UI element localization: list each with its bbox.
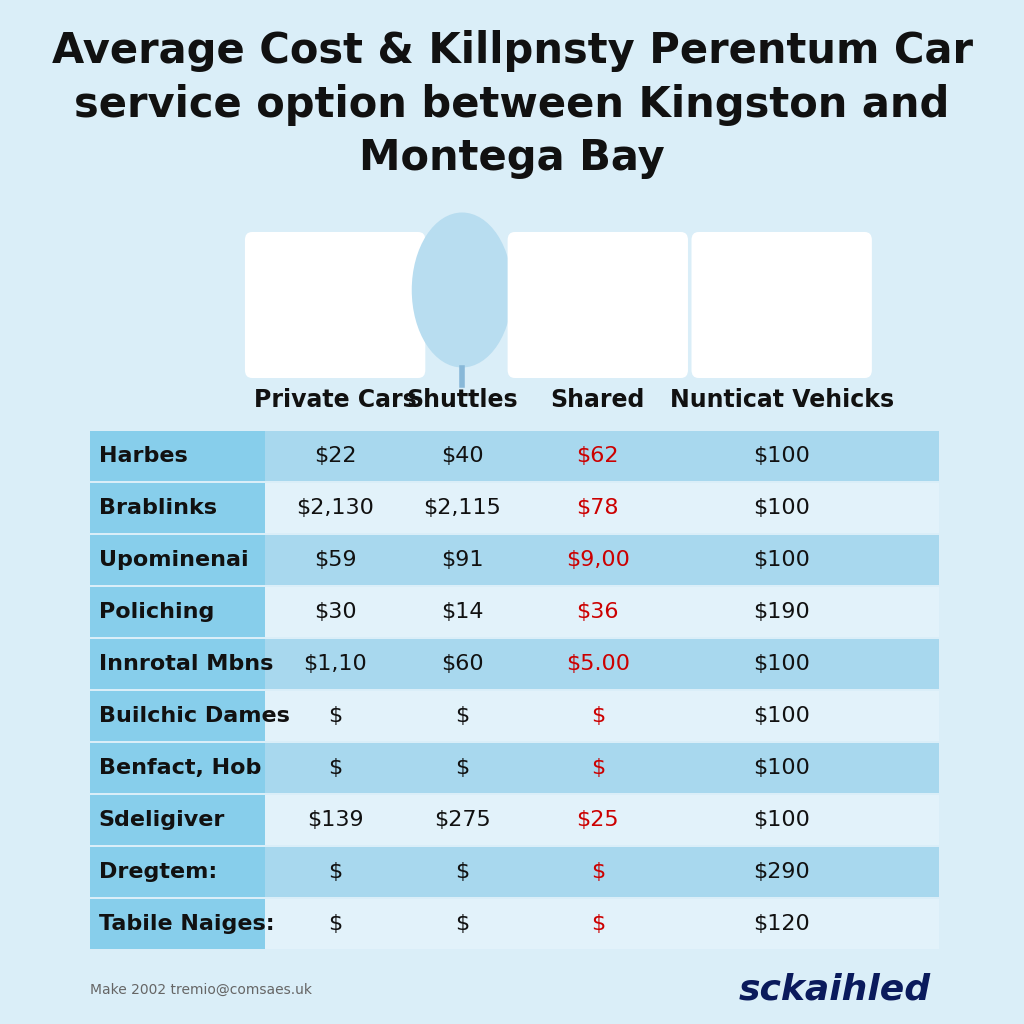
Text: $: $ <box>328 862 342 882</box>
FancyBboxPatch shape <box>90 847 265 897</box>
FancyBboxPatch shape <box>90 535 265 585</box>
FancyBboxPatch shape <box>90 639 265 689</box>
Text: $100: $100 <box>754 758 810 778</box>
FancyBboxPatch shape <box>508 232 688 378</box>
Text: $: $ <box>591 914 605 934</box>
Text: $100: $100 <box>754 810 810 830</box>
Text: $30: $30 <box>313 602 356 622</box>
Text: Shared: Shared <box>551 388 645 412</box>
Text: sckaihled: sckaihled <box>738 973 931 1007</box>
Text: $5.00: $5.00 <box>566 654 630 674</box>
Text: $1,10: $1,10 <box>303 654 367 674</box>
Text: Upominenai: Upominenai <box>98 550 249 570</box>
Text: $: $ <box>455 862 469 882</box>
Text: $: $ <box>455 758 469 778</box>
Text: $: $ <box>591 758 605 778</box>
FancyBboxPatch shape <box>90 899 939 949</box>
Text: $36: $36 <box>577 602 620 622</box>
Text: Average Cost & Killpnsty Perentum Car
service option between Kingston and
Monteg: Average Cost & Killpnsty Perentum Car se… <box>51 30 973 179</box>
FancyBboxPatch shape <box>90 743 939 793</box>
FancyBboxPatch shape <box>90 847 939 897</box>
Text: $290: $290 <box>754 862 810 882</box>
FancyBboxPatch shape <box>90 431 265 481</box>
FancyBboxPatch shape <box>90 795 265 845</box>
Text: Make 2002 tremio@comsaes.uk: Make 2002 tremio@comsaes.uk <box>90 983 312 997</box>
Text: $78: $78 <box>577 498 620 518</box>
Text: Builchic Dames: Builchic Dames <box>98 706 290 726</box>
Text: Dregtem:: Dregtem: <box>98 862 217 882</box>
Text: $91: $91 <box>441 550 483 570</box>
Text: $25: $25 <box>577 810 620 830</box>
FancyBboxPatch shape <box>90 743 265 793</box>
FancyBboxPatch shape <box>90 483 939 534</box>
Text: $139: $139 <box>307 810 364 830</box>
FancyBboxPatch shape <box>90 899 265 949</box>
Text: $275: $275 <box>434 810 490 830</box>
FancyBboxPatch shape <box>90 639 939 689</box>
Text: Brablinks: Brablinks <box>98 498 217 518</box>
Text: Sdeligiver: Sdeligiver <box>98 810 225 830</box>
Text: $: $ <box>591 862 605 882</box>
Text: $100: $100 <box>754 446 810 466</box>
Text: Nunticat Vehicks: Nunticat Vehicks <box>670 388 894 412</box>
FancyBboxPatch shape <box>90 795 939 845</box>
Text: $14: $14 <box>441 602 483 622</box>
Text: $190: $190 <box>754 602 810 622</box>
Text: $100: $100 <box>754 550 810 570</box>
FancyBboxPatch shape <box>90 535 939 585</box>
FancyBboxPatch shape <box>90 587 939 637</box>
Text: $40: $40 <box>440 446 483 466</box>
Text: Innrotal Mbns: Innrotal Mbns <box>98 654 273 674</box>
Text: $: $ <box>455 706 469 726</box>
Text: Private Cars: Private Cars <box>254 388 417 412</box>
Text: $100: $100 <box>754 654 810 674</box>
Text: $59: $59 <box>313 550 356 570</box>
FancyBboxPatch shape <box>245 232 425 378</box>
Text: $120: $120 <box>754 914 810 934</box>
Text: Poliching: Poliching <box>98 602 214 622</box>
Text: $2,130: $2,130 <box>296 498 374 518</box>
Text: $100: $100 <box>754 498 810 518</box>
Text: $: $ <box>591 706 605 726</box>
Text: $: $ <box>328 914 342 934</box>
Text: $22: $22 <box>314 446 356 466</box>
Text: $9,00: $9,00 <box>566 550 630 570</box>
Text: $60: $60 <box>440 654 483 674</box>
Text: $2,115: $2,115 <box>423 498 501 518</box>
Text: Benfact, Hob: Benfact, Hob <box>98 758 261 778</box>
FancyBboxPatch shape <box>90 431 939 481</box>
FancyBboxPatch shape <box>90 587 265 637</box>
FancyBboxPatch shape <box>90 691 939 741</box>
Text: $100: $100 <box>754 706 810 726</box>
Ellipse shape <box>412 213 512 368</box>
Text: $: $ <box>455 914 469 934</box>
Text: Shuttles: Shuttles <box>407 388 518 412</box>
Text: $: $ <box>328 706 342 726</box>
FancyBboxPatch shape <box>90 483 265 534</box>
Text: Harbes: Harbes <box>98 446 187 466</box>
Text: $: $ <box>328 758 342 778</box>
Text: Tabile Naiges:: Tabile Naiges: <box>98 914 274 934</box>
Text: $62: $62 <box>577 446 620 466</box>
FancyBboxPatch shape <box>691 232 871 378</box>
FancyBboxPatch shape <box>90 691 265 741</box>
